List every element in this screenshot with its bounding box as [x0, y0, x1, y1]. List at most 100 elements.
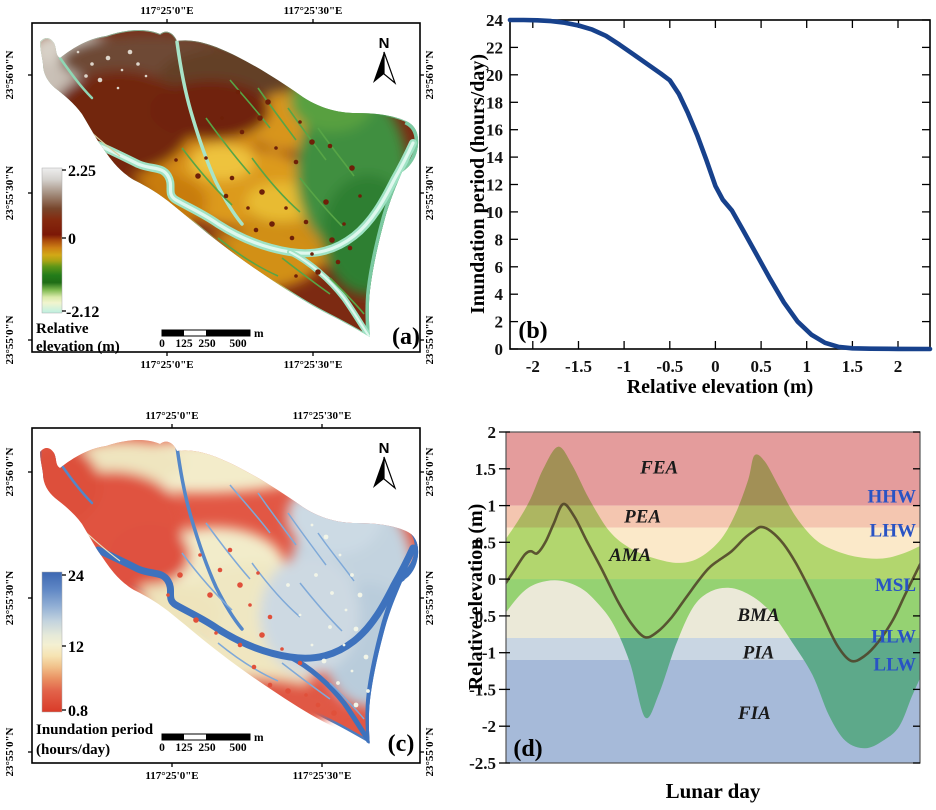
- legend-title: Inundation period: [36, 722, 154, 738]
- svg-text:-0.5: -0.5: [656, 357, 683, 376]
- zone-label-FIA: FIA: [737, 703, 771, 724]
- plot-frame: [505, 431, 921, 764]
- panel-c-inundation-map: 117°25'0"E 117°25'30"E 117°25'0"E 117°25…: [4, 410, 436, 782]
- scalebar-tick: 500: [229, 742, 247, 754]
- north-label: N: [379, 35, 390, 52]
- coord-label: 23°55'0"N: [4, 727, 16, 776]
- level-label-LHW: LHW: [870, 521, 916, 542]
- svg-text:2: 2: [488, 423, 497, 442]
- coord-label: 23°56'0"N: [424, 447, 436, 496]
- scalebar-tick: 0: [159, 338, 165, 350]
- svg-text:8: 8: [495, 230, 504, 249]
- svg-text:14: 14: [486, 148, 504, 167]
- scalebar-tick: 0: [159, 742, 165, 754]
- svg-text:-2.5: -2.5: [469, 754, 496, 773]
- svg-text:-0.5: -0.5: [469, 607, 496, 626]
- x-axis-title: Lunar day: [666, 779, 761, 803]
- scalebar-unit: m: [254, 732, 264, 744]
- svg-text:18: 18: [486, 93, 503, 112]
- svg-text:0.5: 0.5: [475, 533, 496, 552]
- svg-text:1.5: 1.5: [475, 460, 496, 479]
- y-axis-title: Relative elevation (m): [468, 504, 487, 691]
- legend-title: (hours/day): [36, 742, 110, 758]
- scalebar-tick: 125: [175, 742, 193, 754]
- coord-label: 117°25'0"E: [140, 359, 193, 371]
- coord-label: 117°25'30"E: [293, 770, 352, 782]
- north-arrow: N: [373, 35, 397, 85]
- panel-label-c: (c): [388, 731, 415, 757]
- inundation-raster-map: [40, 440, 419, 745]
- svg-text:0.5: 0.5: [750, 357, 771, 376]
- svg-text:6: 6: [495, 258, 504, 277]
- zone-label-FEA: FEA: [639, 457, 678, 478]
- plot-content: -2 -1.5 -1 -0.5 0 0.5 1 1.5 2 0 2 4 6 8 …: [486, 11, 933, 376]
- level-label-LLW: LLW: [873, 654, 916, 675]
- scalebar-tick: 125: [175, 338, 193, 350]
- scale-bar: 0 125 250 500 m: [159, 328, 264, 350]
- coord-label: 23°55'30"N: [4, 571, 16, 626]
- coord-label: 23°56'0"N: [424, 50, 436, 99]
- panel-label-a: (a): [392, 324, 420, 350]
- coord-label: 117°25'30"E: [284, 359, 343, 371]
- svg-text:10: 10: [486, 203, 503, 222]
- legend-max: 24: [68, 568, 84, 585]
- svg-text:0: 0: [495, 340, 504, 359]
- coord-label: 23°55'0"N: [4, 315, 16, 364]
- y-axis-title: Inundation period (hours/day): [468, 54, 489, 314]
- legend-title: Relative: [36, 321, 89, 337]
- svg-text:24: 24: [486, 11, 504, 30]
- coord-label: 117°25'0"E: [145, 770, 198, 782]
- svg-text:-2: -2: [482, 717, 496, 736]
- map-frame: [31, 22, 421, 353]
- coord-label: 117°25'30"E: [293, 410, 352, 422]
- coord-label: 23°55'0"N: [424, 315, 436, 364]
- level-label-HHW: HHW: [867, 487, 916, 508]
- coord-label: 23°55'0"N: [424, 727, 436, 776]
- scalebar-tick: 250: [198, 742, 216, 754]
- level-label-MSL: MSL: [875, 575, 916, 596]
- scale-bar: 0 125 250 500 m: [159, 732, 264, 754]
- axis-ticks: 2 1.5 1 0.5 0 -0.5 -1 -1.5 -2 -2.5: [469, 423, 920, 773]
- svg-text:4: 4: [495, 285, 504, 304]
- elevation-legend: 2.25 0 -2.12 Relative elevation (m): [36, 163, 120, 355]
- zone-label-PIA: PIA: [742, 643, 775, 664]
- map-frame: [31, 427, 421, 764]
- svg-text:1: 1: [802, 357, 811, 376]
- legend-min: 0.8: [68, 703, 88, 720]
- svg-text:-1: -1: [617, 357, 631, 376]
- svg-text:1.5: 1.5: [842, 357, 863, 376]
- coord-label: 23°55'30"N: [4, 166, 16, 221]
- svg-text:2: 2: [894, 357, 903, 376]
- coord-label: 23°55'30"N: [424, 166, 436, 221]
- svg-text:20: 20: [486, 66, 503, 85]
- coord-label: 117°25'0"E: [145, 410, 198, 422]
- coord-label: 117°25'30"E: [284, 5, 343, 17]
- legend-mid: 0: [68, 231, 76, 248]
- panel-b-inundation-curve: -2 -1.5 -1 -0.5 0 0.5 1 1.5 2 0 2 4 6 8 …: [468, 11, 933, 398]
- svg-text:-1.5: -1.5: [565, 357, 592, 376]
- coord-label: 23°55'30"N: [424, 571, 436, 626]
- svg-text:0: 0: [711, 357, 720, 376]
- svg-text:1: 1: [488, 497, 497, 516]
- scalebar-tick: 500: [229, 338, 247, 350]
- coord-label: 23°56'0"N: [4, 447, 16, 496]
- svg-text:16: 16: [486, 121, 503, 140]
- panel-a-elevation-map: 117°25'0"E 117°25'30"E 117°25'0"E 117°25…: [4, 5, 436, 371]
- svg-text:-2: -2: [526, 357, 540, 376]
- svg-text:0: 0: [488, 570, 497, 589]
- inundation-legend: 24 12 0.8 Inundation period (hours/day): [36, 568, 154, 758]
- north-arrow: N: [373, 440, 397, 490]
- elevation-colorbar: [41, 167, 63, 314]
- svg-text:-1: -1: [482, 644, 496, 663]
- plot-frame: [509, 19, 931, 350]
- svg-text:-1.5: -1.5: [469, 680, 496, 699]
- panel-label-b: (b): [518, 318, 547, 344]
- legend-title: elevation (m): [36, 339, 120, 355]
- zone-label-BMA: BMA: [736, 605, 779, 626]
- legend-mid: 12: [68, 639, 84, 656]
- plot-content: [506, 432, 920, 763]
- svg-text:2: 2: [495, 313, 504, 332]
- scalebar-unit: m: [254, 328, 264, 340]
- svg-text:22: 22: [486, 38, 503, 57]
- level-label-HLW: HLW: [871, 627, 916, 648]
